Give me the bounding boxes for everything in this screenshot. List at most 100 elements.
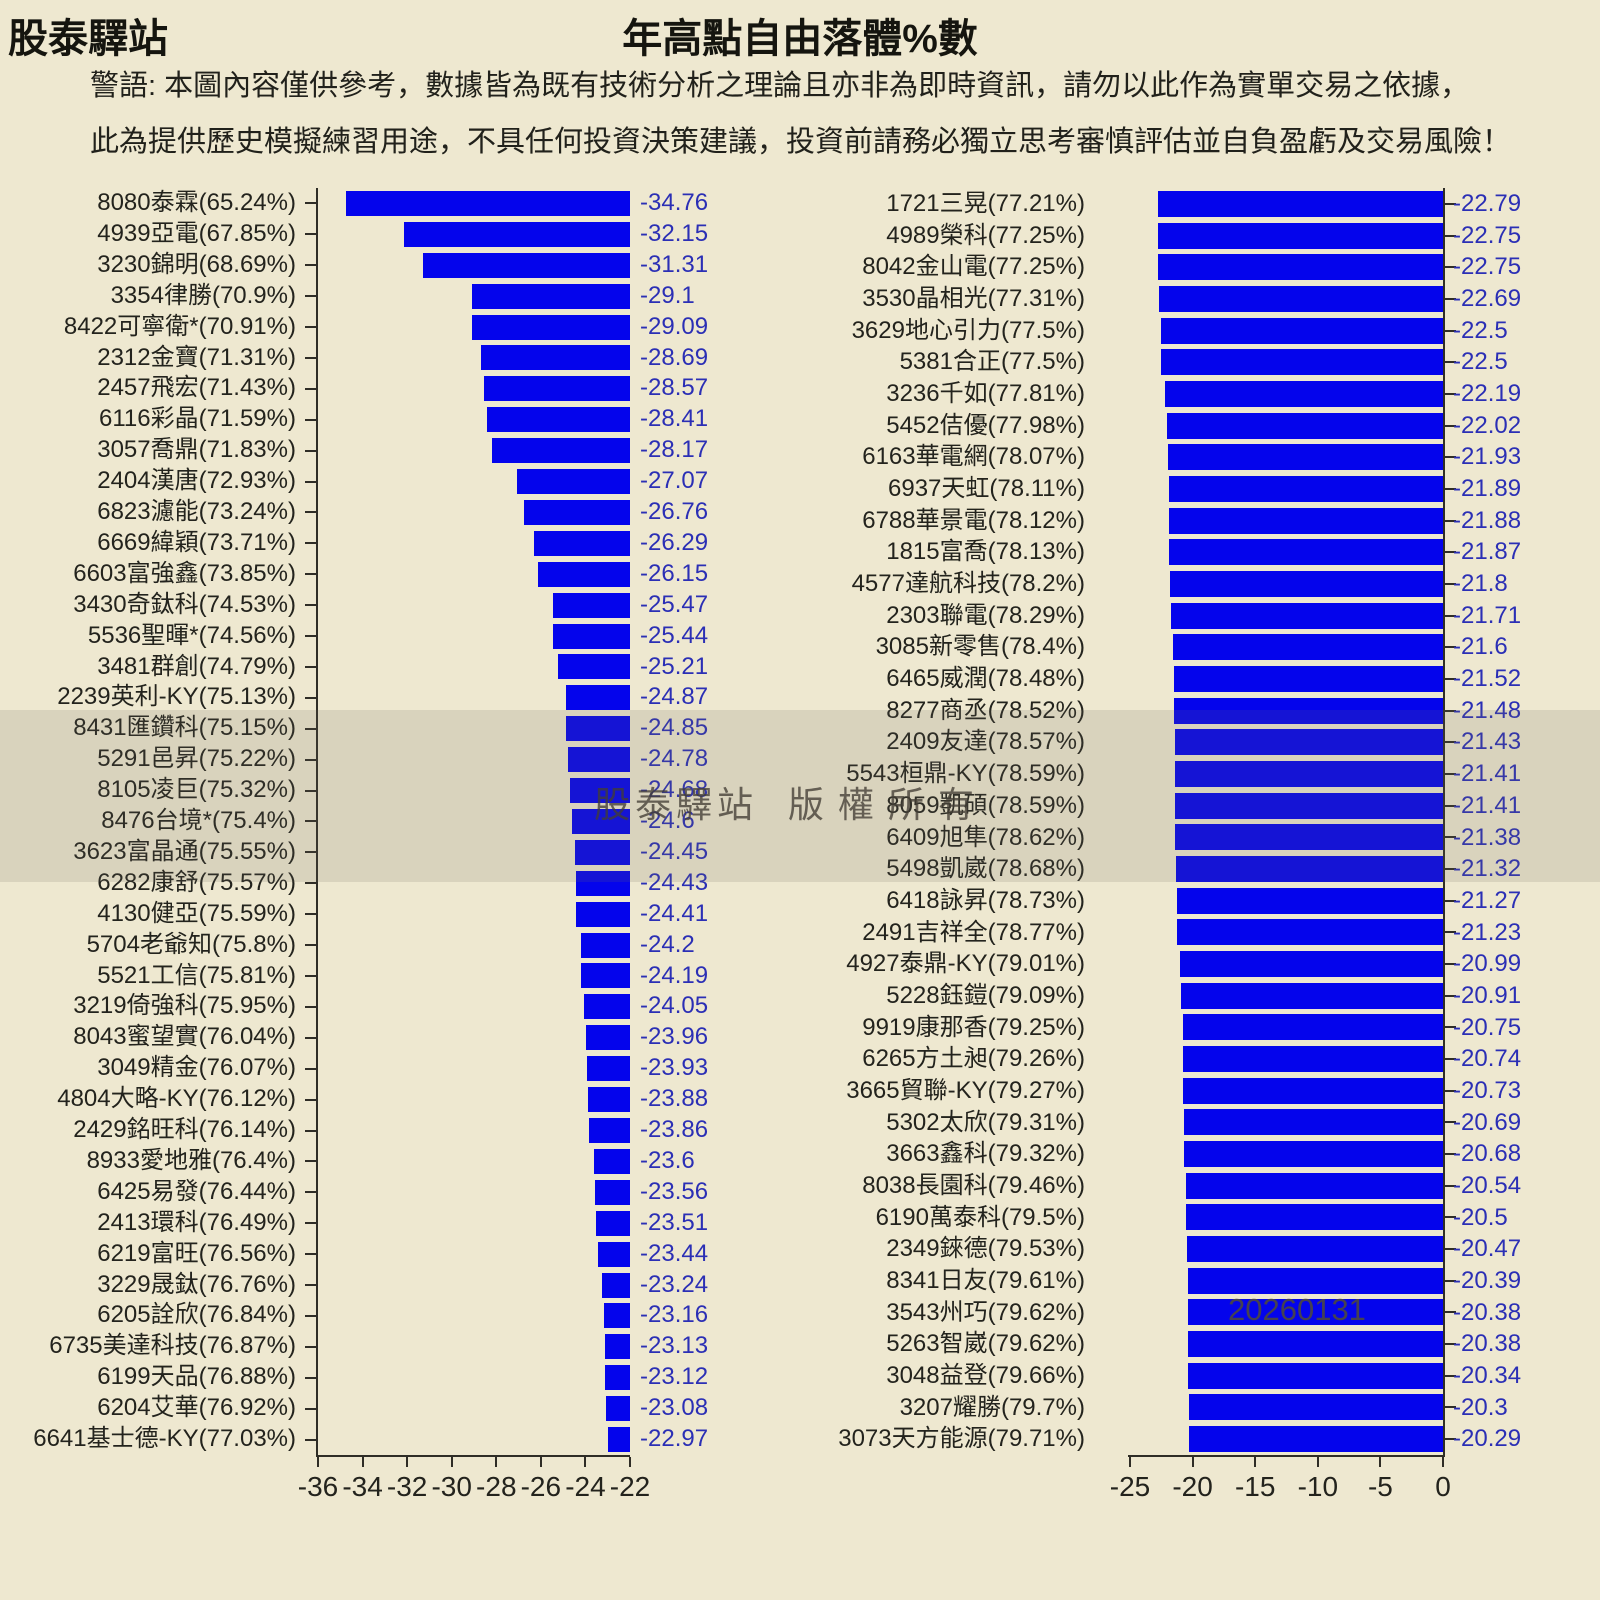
bar-row: 8042金山電(77.25%) -22.75 <box>0 251 1600 283</box>
bar-row: 3219倚強科(75.95%) -24.05 <box>0 991 1600 1022</box>
bar-label: 6641基士德-KY(77.03%) <box>33 1425 296 1453</box>
bar <box>608 1427 630 1453</box>
bar-label: 2404漢唐(72.93%) <box>97 467 296 495</box>
bar-value: -23.16 <box>640 1301 709 1329</box>
bar-value: -24.6 <box>640 807 695 835</box>
bar-value: -24.78 <box>640 745 709 773</box>
x-axis-tick <box>450 1457 453 1467</box>
bar <box>566 716 630 742</box>
warning-line-2: 此為提供歷史模擬練習用途，不具任何投資決策建議，投資前請務必獨立思考審慎評估並自… <box>90 126 1512 158</box>
bar-label: 4577達航科技(78.2%) <box>851 570 1085 598</box>
bar-label: 1815富喬(78.13%) <box>886 538 1085 566</box>
y-axis-tick <box>305 511 317 514</box>
bar <box>1174 697 1443 724</box>
y-axis-tick <box>1444 1121 1456 1124</box>
bar <box>483 376 630 402</box>
bar-value: -20.68 <box>1453 1140 1522 1168</box>
bar-row: 6669緯穎(73.71%) -26.29 <box>0 528 1600 559</box>
bar <box>1172 634 1443 661</box>
x-axis <box>1128 1455 1443 1457</box>
bar-row: 4804大略-KY(76.12%) -23.88 <box>0 1084 1600 1115</box>
bar <box>1183 1109 1443 1136</box>
bar-row: 8277商丞(78.52%) -21.48 <box>0 695 1600 727</box>
x-axis-tick <box>361 1457 364 1467</box>
y-axis-tick <box>305 944 317 947</box>
bar-value: -27.07 <box>640 467 709 495</box>
bar-value: -21.71 <box>1453 601 1522 629</box>
y-axis-tick <box>305 1191 317 1194</box>
bar <box>1165 380 1443 407</box>
bar-value: -23.12 <box>640 1363 709 1391</box>
bar-row: 8431匯鑽科(75.15%) -24.85 <box>0 713 1600 744</box>
bar-row: 6409旭隼(78.62%) -21.38 <box>0 822 1600 854</box>
bar-value: -23.13 <box>640 1332 709 1360</box>
bar-label: 5543桓鼎-KY(78.59%) <box>846 760 1085 788</box>
bar-label: 5452佶優(77.98%) <box>886 411 1085 439</box>
y-axis-tick <box>305 387 317 390</box>
bar-value: -21.87 <box>1453 538 1522 566</box>
bar-row: 9919康那香(79.25%) -20.75 <box>0 1012 1600 1044</box>
y-axis-tick <box>305 851 317 854</box>
x-tick-label: -15 <box>1234 1471 1276 1502</box>
bar-label: 6465威潤(78.48%) <box>886 665 1085 693</box>
bar-label: 8476台境*(75.4%) <box>101 807 296 835</box>
bar <box>523 499 630 525</box>
bar-row: 5228鈺鎧(79.09%) -20.91 <box>0 980 1600 1012</box>
y-axis-spine <box>316 188 318 1457</box>
bar-label: 2349錸德(79.53%) <box>886 1235 1085 1263</box>
bar-value: -28.69 <box>640 343 709 371</box>
bar-label: 6788華景電(78.12%) <box>862 506 1085 534</box>
bar-label: 6219富旺(76.56%) <box>97 1239 296 1267</box>
bar-value: -24.2 <box>640 930 695 958</box>
y-axis-tick <box>1444 709 1456 712</box>
bar-row: 5704老爺知(75.8%) -24.2 <box>0 930 1600 961</box>
y-axis-tick <box>305 1036 317 1039</box>
bar-row: 5543桓鼎-KY(78.59%) -21.41 <box>0 758 1600 790</box>
bar-label: 2413環科(76.49%) <box>97 1208 296 1236</box>
bar-row: 3057喬鼎(71.83%) -28.17 <box>0 435 1600 466</box>
bar-label: 8038長園科(79.46%) <box>862 1171 1085 1199</box>
bar <box>1167 412 1443 439</box>
bar-label: 3229晟鈦(76.76%) <box>97 1270 296 1298</box>
bar-label: 3530晶相光(77.31%) <box>862 285 1085 313</box>
y-axis-tick <box>1444 487 1456 490</box>
bar-row: 3530晶相光(77.31%) -22.69 <box>0 283 1600 315</box>
bar-row: 5498凱崴(78.68%) -21.32 <box>0 853 1600 885</box>
bar <box>605 1365 630 1391</box>
bar-row: 1815富喬(78.13%) -21.87 <box>0 536 1600 568</box>
bar-label: 6265方土昶(79.26%) <box>862 1045 1085 1073</box>
x-axis <box>316 1455 630 1457</box>
bar-value: -20.47 <box>1453 1235 1522 1263</box>
bar <box>1180 951 1443 978</box>
bar-label: 3623富晶通(75.55%) <box>73 837 296 865</box>
y-axis-tick <box>305 1129 317 1132</box>
y-axis-tick <box>1444 1438 1456 1441</box>
y-axis-tick <box>305 1005 317 1008</box>
bar <box>584 994 630 1020</box>
y-axis-tick <box>1444 614 1456 617</box>
bar-value: -23.51 <box>640 1208 709 1236</box>
bar-row: 2409友達(78.57%) -21.43 <box>0 726 1600 758</box>
y-axis-tick <box>305 1067 317 1070</box>
bar <box>480 345 630 371</box>
bar-row: 6937天虹(78.11%) -21.89 <box>0 473 1600 505</box>
y-axis-tick <box>305 974 317 977</box>
bar-label: 8431匯鑽科(75.15%) <box>73 714 296 742</box>
bar-value: -23.56 <box>640 1177 709 1205</box>
y-axis-tick <box>305 635 317 638</box>
x-tick-label: -30 <box>431 1471 472 1502</box>
bar-row: 4939亞電(67.85%) -32.15 <box>0 219 1600 250</box>
bar <box>1183 1046 1443 1073</box>
y-axis-tick <box>1444 741 1456 744</box>
bar-value: -23.93 <box>640 1054 709 1082</box>
bar-value: -31.31 <box>640 250 709 278</box>
bar-label: 3665貿聯-KY(79.27%) <box>846 1076 1085 1104</box>
bar-label: 4927泰鼎-KY(79.01%) <box>846 950 1085 978</box>
bar-row: 6205詮欣(76.84%) -23.16 <box>0 1300 1600 1331</box>
y-axis-tick <box>1444 1374 1456 1377</box>
y-axis-tick <box>1444 582 1456 585</box>
bar-row: 3207耀勝(79.7%) -20.3 <box>0 1392 1600 1424</box>
bar <box>602 1272 630 1298</box>
bar-label: 3073天方能源(79.71%) <box>838 1425 1085 1453</box>
bar <box>581 963 630 989</box>
